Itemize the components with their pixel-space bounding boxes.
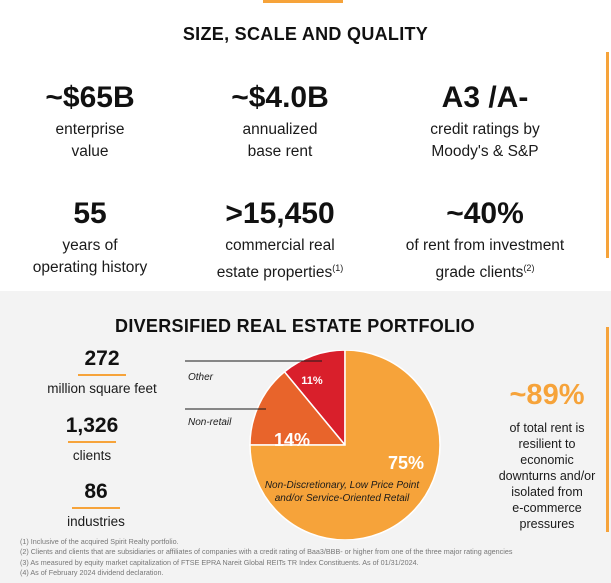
stat-value: ~$65B xyxy=(45,81,135,114)
pie-slice-non-retail xyxy=(249,370,347,446)
portfolio-stat-clients: 1,326 clients xyxy=(17,413,167,465)
stat-label: million square feet xyxy=(47,381,157,396)
footnote-ref: (2) xyxy=(523,263,535,273)
stat-value: 86 xyxy=(84,480,108,503)
stat-value: >15,450 xyxy=(225,197,335,230)
stat-annualized-base-rent: ~$4.0B annualized base rent xyxy=(200,81,360,163)
stat-label: industries xyxy=(67,514,125,529)
pie-label-main-line2: and/or Service-Oriented Retail xyxy=(275,493,410,504)
stat-enterprise-value: ~$65B enterprise value xyxy=(10,81,170,163)
stat-value: 272 xyxy=(84,347,120,370)
footnote-1: (1) Inclusive of the acquired Spirit Rea… xyxy=(20,537,179,546)
pie-label-other: Other xyxy=(188,372,214,383)
stat-investment-grade: ~40% of rent from investment grade clien… xyxy=(385,197,585,284)
footnote-2: (2) Clients and clients that are subsidi… xyxy=(20,547,513,557)
right-accent-bar-bottom xyxy=(606,327,609,532)
stat-value: A3 /A- xyxy=(441,81,529,114)
resilient-rent-callout: ~89% of total rent is resilient to econo… xyxy=(492,378,602,532)
section-title-size: SIZE, SCALE AND QUALITY xyxy=(182,24,429,44)
pie-label-nonretail: Non-retail xyxy=(188,417,232,428)
portfolio-stat-square-feet: 272 million square feet xyxy=(27,346,177,398)
stat-label: credit ratings by Moody's & S&P xyxy=(430,121,540,160)
pie-value-main: 75% xyxy=(388,453,424,473)
pie-slice-other xyxy=(283,350,346,448)
pie-slices xyxy=(249,350,441,540)
footnote-ref: (1) xyxy=(332,263,344,273)
callout-value: ~89% xyxy=(509,379,585,411)
portfolio-stat-industries: 86 industries xyxy=(21,479,171,531)
footnote-4: (4) As of February 2024 dividend declara… xyxy=(20,568,164,578)
stat-value: 55 xyxy=(73,197,107,230)
stat-value: ~40% xyxy=(446,197,524,230)
stat-label: of rent from investment grade clients(2) xyxy=(405,237,565,282)
stat-label: annualized base rent xyxy=(242,121,318,160)
pie-value-other: 11% xyxy=(301,375,323,387)
pie-value-nonretail: 14% xyxy=(274,430,310,450)
pie-label-main-line1: Non-Discretionary, Low Price Point xyxy=(265,480,421,491)
section-title-portfolio: DIVERSIFIED REAL ESTATE PORTFOLIO xyxy=(115,316,475,336)
stat-value: ~$4.0B xyxy=(231,81,329,114)
footnotes: (1) Inclusive of the acquired Spirit Rea… xyxy=(20,537,611,579)
stat-label: enterprise value xyxy=(55,121,125,160)
stat-years-operating: 55 years of operating history xyxy=(8,197,172,279)
stat-label: commercial real estate properties(1) xyxy=(216,237,344,282)
stat-underline xyxy=(78,374,126,376)
stat-properties: >15,450 commercial real estate propertie… xyxy=(190,197,370,284)
stat-credit-ratings: A3 /A- credit ratings by Moody's & S&P xyxy=(395,81,575,163)
stat-underline xyxy=(72,507,120,509)
stat-underline xyxy=(68,441,116,443)
portfolio-pie-chart: Other Non-retail 11% 14% 75% Non-Discret… xyxy=(185,350,441,540)
stat-value: 1,326 xyxy=(65,414,119,437)
stat-label: clients xyxy=(72,448,112,463)
right-accent-bar-top xyxy=(606,52,609,258)
pie-slice-non-discretionary-low-price-point-and-or-service-oriented-retail xyxy=(249,350,441,540)
size-scale-panel xyxy=(0,0,611,291)
footnote-3: (3) As measured by equity market capital… xyxy=(20,557,419,567)
callout-text: of total rent is resilient to economic d… xyxy=(498,421,596,531)
stat-label: years of operating history xyxy=(32,237,148,276)
top-accent-line xyxy=(263,0,343,3)
